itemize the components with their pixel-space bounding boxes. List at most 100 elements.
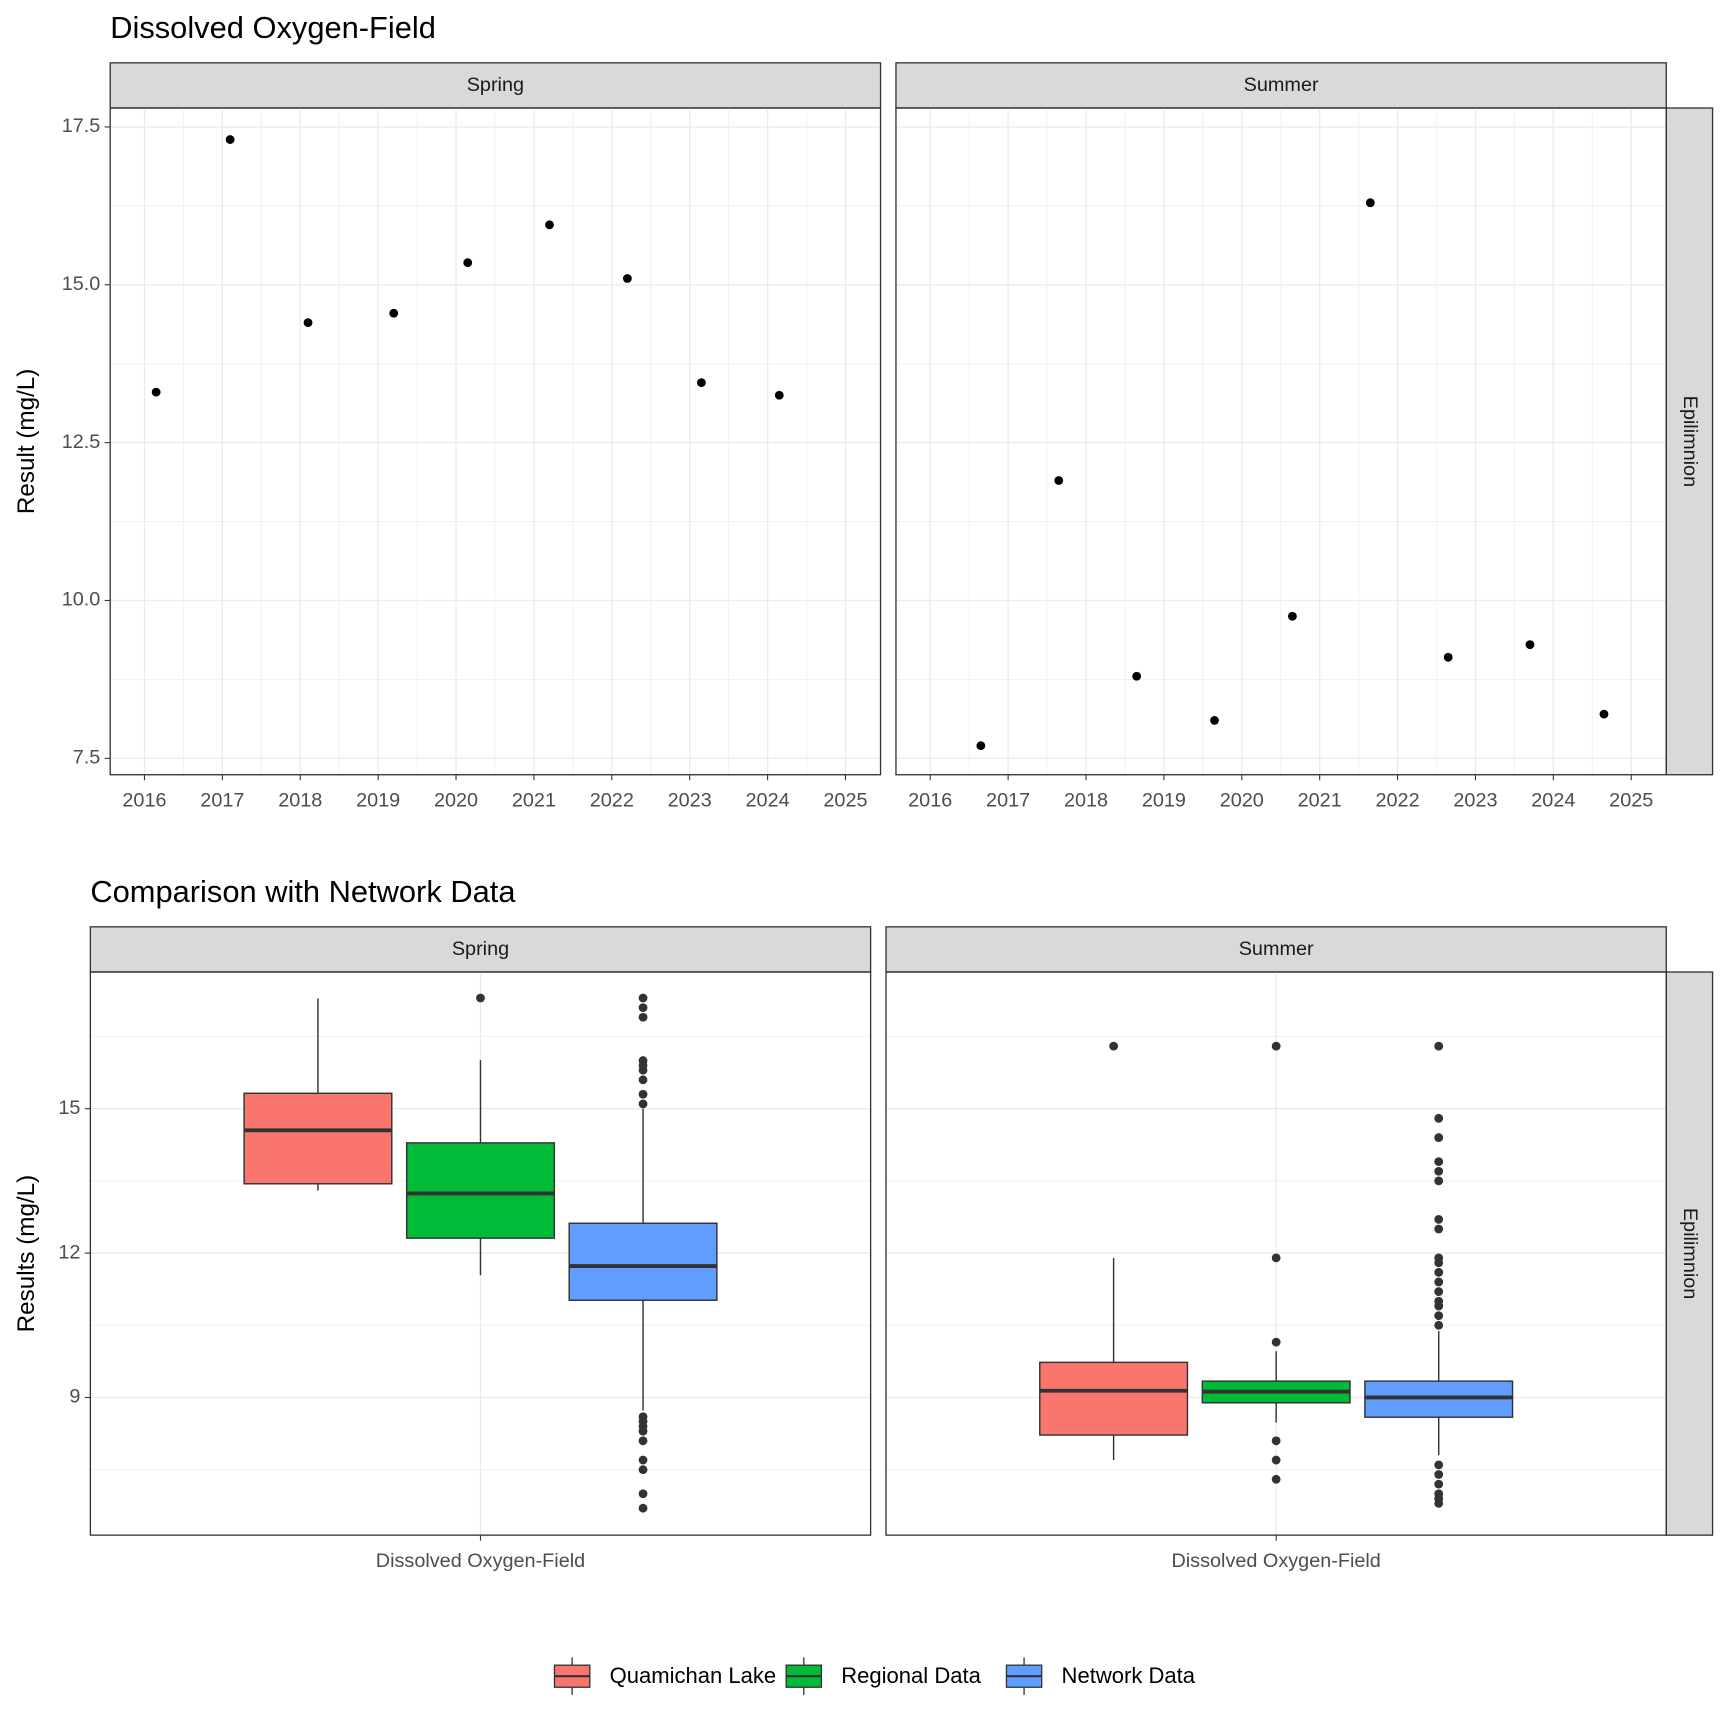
- row-strip-label: Epilimnion: [1679, 1208, 1701, 1299]
- point: [463, 258, 473, 268]
- outlier: [1271, 1474, 1281, 1484]
- point: [303, 318, 313, 328]
- panel-border: [885, 971, 1667, 1536]
- point: [1525, 640, 1535, 650]
- y-tick-label: 12.5: [62, 431, 101, 453]
- point: [1054, 476, 1064, 485]
- outlier: [1434, 1224, 1444, 1234]
- outlier: [1434, 1479, 1444, 1489]
- x-tick-label: 2016: [908, 789, 952, 811]
- panel-border: [89, 971, 872, 1536]
- x-tick-label: 2025: [823, 789, 867, 811]
- point: [1288, 611, 1297, 621]
- outlier: [638, 1503, 648, 1513]
- x-tick-label: 2024: [1531, 789, 1575, 811]
- x-tick-label: 2016: [122, 789, 166, 811]
- outlier: [1434, 1041, 1444, 1051]
- y-tick-label: 15: [58, 1097, 80, 1119]
- strip: [109, 62, 882, 109]
- strip: [885, 926, 1667, 973]
- x-tick-label: 2021: [1298, 789, 1342, 811]
- x-tick-label: 2017: [200, 789, 244, 811]
- outlier: [638, 1099, 648, 1109]
- outlier: [1434, 1176, 1444, 1186]
- outlier: [638, 1075, 648, 1085]
- x-tick-label: 2017: [986, 789, 1030, 811]
- point: [1443, 652, 1453, 662]
- legend-label: Network Data: [1062, 1663, 1196, 1688]
- x-tick-label: 2023: [1453, 789, 1497, 811]
- outlier: [1434, 1460, 1444, 1470]
- box: [405, 1142, 556, 1239]
- strip: [1665, 971, 1714, 1536]
- outlier: [1434, 1296, 1444, 1306]
- outlier: [1271, 1455, 1281, 1465]
- x-tick-label: 2022: [1376, 789, 1420, 811]
- x-tick-label: 2018: [1064, 789, 1108, 811]
- x-tick-label: 2025: [1609, 789, 1653, 811]
- y-tick-label: 9: [69, 1386, 80, 1408]
- outlier: [1271, 1041, 1281, 1051]
- outlier: [638, 1489, 648, 1499]
- outlier: [638, 1455, 648, 1465]
- row-strip-label: Epilimnion: [1679, 396, 1701, 487]
- x-tick-label: Dissolved Oxygen-Field: [376, 1550, 585, 1572]
- x-tick-label: 2019: [1142, 789, 1186, 811]
- outlier: [1434, 1214, 1444, 1224]
- x-tick-label: 2024: [746, 789, 790, 811]
- outlier: [1434, 1498, 1444, 1508]
- outlier: [638, 1012, 648, 1022]
- box: [1039, 1361, 1189, 1436]
- outlier: [476, 993, 485, 1003]
- point: [1599, 709, 1609, 719]
- outlier: [638, 1465, 648, 1475]
- x-tick-label: 2019: [356, 789, 400, 811]
- outlier: [638, 1436, 648, 1446]
- outlier: [638, 1426, 648, 1436]
- y-axis-label: Result (mg/L): [13, 369, 40, 514]
- outlier: [1434, 1113, 1444, 1123]
- outlier: [1271, 1253, 1281, 1263]
- chart-title: Comparison with Network Data: [90, 874, 516, 909]
- y-tick-label: 7.5: [73, 747, 101, 769]
- panel-border: [109, 107, 882, 776]
- y-axis-label: Results (mg/L): [13, 1175, 40, 1333]
- y-tick-label: 17.5: [62, 115, 101, 137]
- point: [225, 135, 235, 144]
- strip: [895, 62, 1667, 109]
- x-tick-label: 2018: [278, 789, 322, 811]
- outlier: [1434, 1133, 1444, 1142]
- point: [1210, 716, 1219, 725]
- outlier: [1434, 1311, 1444, 1321]
- x-tick-label: 2022: [590, 789, 634, 811]
- point: [1365, 198, 1375, 208]
- outlier: [1271, 1337, 1281, 1347]
- strip: [89, 926, 872, 973]
- outlier: [1434, 1267, 1444, 1277]
- outlier: [1434, 1320, 1444, 1330]
- outlier: [1271, 1436, 1281, 1446]
- outlier: [638, 1056, 648, 1065]
- x-tick-label: Dissolved Oxygen-Field: [1171, 1550, 1380, 1572]
- point: [976, 741, 986, 751]
- outlier: [1434, 1287, 1444, 1297]
- y-tick-label: 10.0: [62, 589, 101, 611]
- point: [545, 220, 554, 230]
- strip-label: Spring: [467, 74, 524, 96]
- point: [622, 274, 632, 283]
- outlier: [638, 1003, 648, 1013]
- point: [774, 390, 784, 400]
- point: [696, 378, 706, 388]
- y-tick-label: 12: [58, 1241, 80, 1263]
- x-tick-label: 2021: [512, 789, 556, 811]
- legend-label: Quamichan Lake: [610, 1663, 777, 1688]
- x-tick-label: 2023: [668, 789, 712, 811]
- strip-label: Summer: [1239, 938, 1314, 960]
- x-tick-label: 2020: [434, 789, 478, 811]
- point: [151, 387, 161, 397]
- point: [389, 308, 399, 318]
- box: [243, 1092, 393, 1185]
- outlier: [1434, 1470, 1444, 1479]
- outlier: [638, 1089, 648, 1099]
